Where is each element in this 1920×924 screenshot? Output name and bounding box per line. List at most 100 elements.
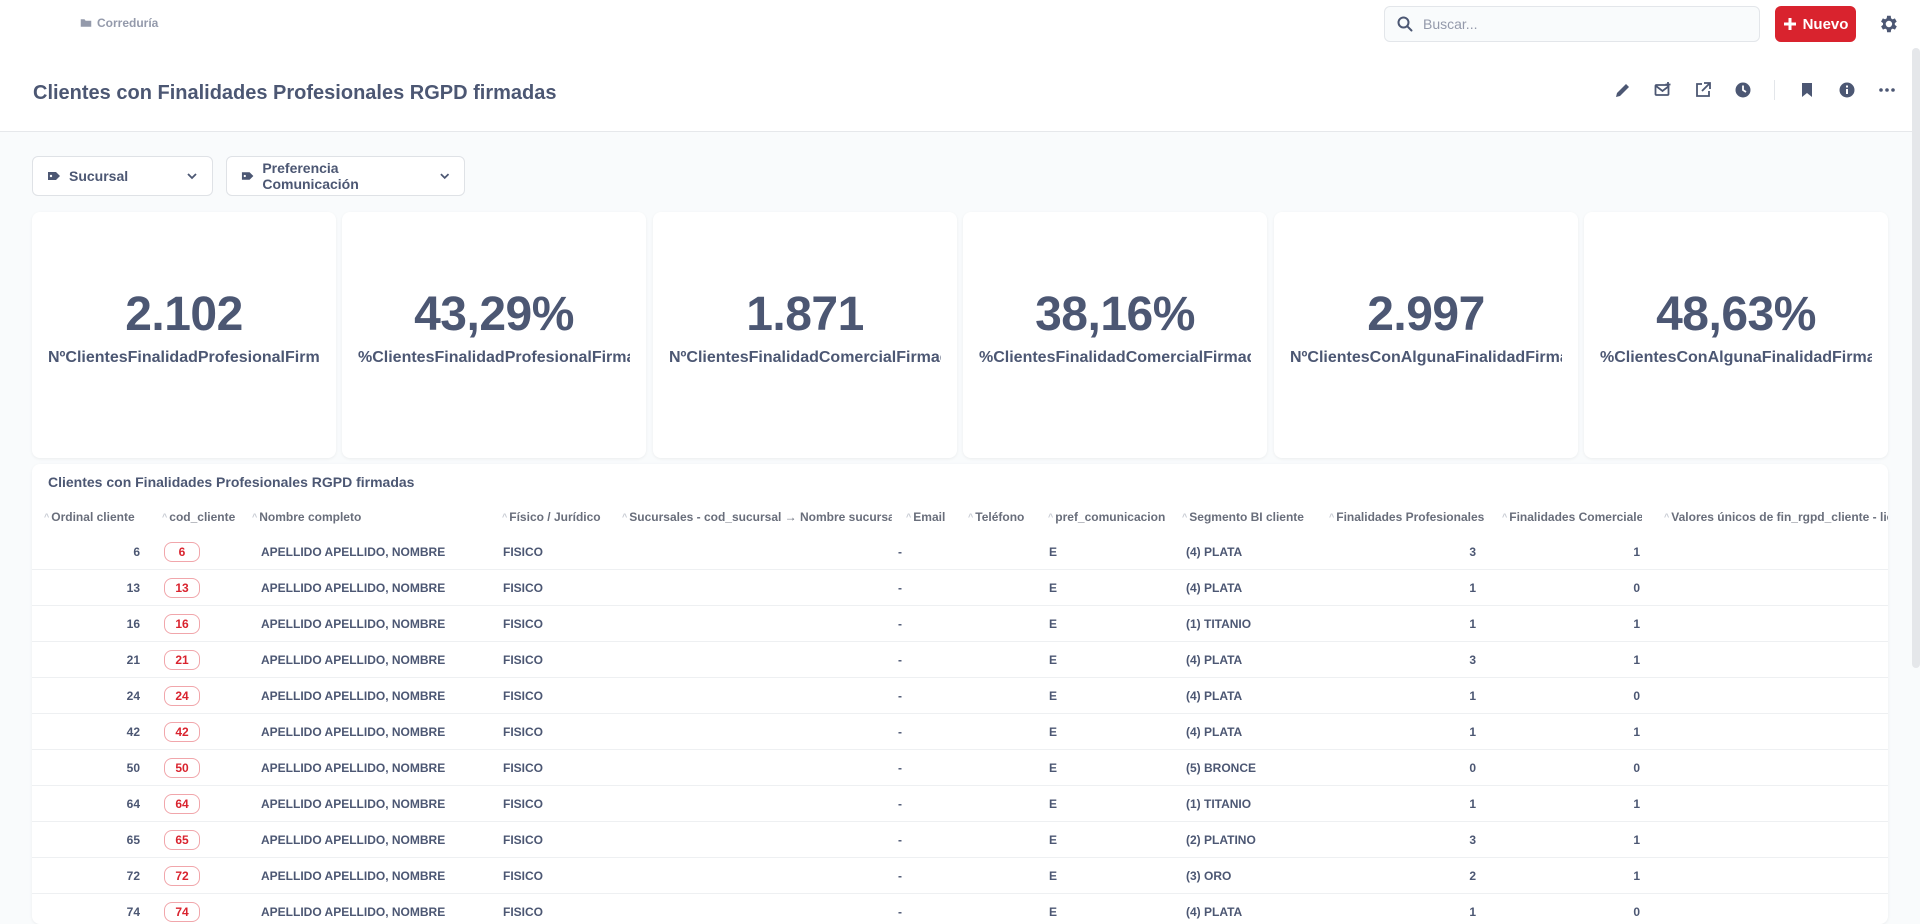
cod-cliente-link[interactable]: 6 xyxy=(164,542,200,562)
pencil-icon xyxy=(1616,84,1629,97)
cod-cliente-link[interactable]: 21 xyxy=(164,650,200,670)
metric-card[interactable]: 38,16% %ClientesFinalidadComercialFirmad… xyxy=(963,212,1267,458)
filter-sucursal[interactable]: Sucursal xyxy=(32,156,213,196)
cell-ordinal: 65 xyxy=(126,833,140,847)
column-header[interactable]: ^ Segmento BI cliente xyxy=(1182,510,1304,524)
table-row[interactable]: 74 74 APELLIDO APELLIDO, NOMBRE FISICO - E (4)… xyxy=(32,894,1888,924)
column-header[interactable]: ^ Sucursales - cod_sucursal → Nombre sucu… xyxy=(622,510,892,524)
cod-cliente-link[interactable]: 24 xyxy=(164,686,200,706)
cell-ordinal: 21 xyxy=(126,653,140,667)
column-header-label: Ordinal cliente xyxy=(51,510,135,524)
cell-email: - xyxy=(898,653,902,667)
cell-finalidades-profesionales: 1 xyxy=(1469,905,1476,919)
column-header[interactable]: ^ Físico / Jurídico xyxy=(502,510,601,524)
cell-finalidades-comerciales: 1 xyxy=(1633,653,1640,667)
cell-finalidades-comerciales: 1 xyxy=(1633,797,1640,811)
page-scrollbar[interactable] xyxy=(1912,48,1920,668)
cell-email: - xyxy=(898,905,902,919)
metric-card[interactable]: 43,29% %ClientesFinalidadProfesionalFirm… xyxy=(342,212,646,458)
cell-pref: E xyxy=(1049,905,1058,919)
search-input[interactable] xyxy=(1423,16,1743,32)
column-header[interactable]: ^ cod_cliente xyxy=(162,510,235,524)
cell-tipo: FISICO xyxy=(503,617,544,631)
metric-label[interactable]: NºClientesConAlgunaFinalidadFirmada xyxy=(1290,349,1562,366)
table-row[interactable]: 16 16 APELLIDO APELLIDO, NOMBRE FISICO - E (1)… xyxy=(32,606,1888,642)
cod-cliente-link[interactable]: 42 xyxy=(164,722,200,742)
cell-finalidades-comerciales: 0 xyxy=(1633,689,1640,703)
column-header[interactable]: ^ Ordinal cliente xyxy=(44,510,135,524)
column-header[interactable]: ^ Teléfono xyxy=(968,510,1024,524)
cell-ordinal: 50 xyxy=(126,761,140,775)
subscribe-button[interactable] xyxy=(1652,79,1674,101)
more-icon xyxy=(1879,88,1895,92)
cell-segmento: (4) PLATA xyxy=(1186,653,1243,667)
cell-segmento: (1) TITANIO xyxy=(1186,797,1252,811)
column-header-label: Segmento BI cliente xyxy=(1189,510,1304,524)
metric-card[interactable]: 2.102 NºClientesFinalidadProfesionalFirm… xyxy=(32,212,336,458)
cod-cliente-link[interactable]: 74 xyxy=(164,902,200,922)
cell-nombre: APELLIDO APELLIDO, NOMBRE xyxy=(261,869,446,883)
metric-label[interactable]: NºClientesFinalidadComercialFirmada xyxy=(669,349,941,366)
search-box[interactable] xyxy=(1384,6,1760,42)
cell-nombre: APELLIDO APELLIDO, NOMBRE xyxy=(261,833,446,847)
cell-ordinal: 16 xyxy=(126,617,140,631)
sort-icon: ^ xyxy=(502,512,508,522)
cell-ordinal: 42 xyxy=(126,725,140,739)
table-row[interactable]: 64 64 APELLIDO APELLIDO, NOMBRE FISICO - E (1)… xyxy=(32,786,1888,822)
metric-card[interactable]: 2.997 NºClientesConAlgunaFinalidadFirmad… xyxy=(1274,212,1578,458)
cell-tipo: FISICO xyxy=(503,725,544,739)
metric-label[interactable]: %ClientesConAlgunaFinalidadFirmada xyxy=(1600,349,1872,366)
table-row[interactable]: 42 42 APELLIDO APELLIDO, NOMBRE FISICO - E (4)… xyxy=(32,714,1888,750)
info-button[interactable] xyxy=(1836,79,1858,101)
more-button[interactable] xyxy=(1876,79,1898,101)
cell-finalidades-profesionales: 1 xyxy=(1469,689,1476,703)
gear-icon[interactable] xyxy=(1877,13,1899,35)
table-row[interactable]: 72 72 APELLIDO APELLIDO, NOMBRE FISICO - E (3)… xyxy=(32,858,1888,894)
edit-button[interactable] xyxy=(1612,79,1634,101)
column-header[interactable]: ^ Email xyxy=(906,510,945,524)
table-row[interactable]: 65 65 APELLIDO APELLIDO, NOMBRE FISICO - E (2)… xyxy=(32,822,1888,858)
table-row[interactable]: 21 21 APELLIDO APELLIDO, NOMBRE FISICO - E (4)… xyxy=(32,642,1888,678)
sort-icon: ^ xyxy=(622,512,628,522)
cell-ordinal: 24 xyxy=(126,689,140,703)
column-header[interactable]: ^ Nombre completo xyxy=(252,510,361,524)
table-row[interactable]: 50 50 APELLIDO APELLIDO, NOMBRE FISICO - E (5)… xyxy=(32,750,1888,786)
cell-nombre: APELLIDO APELLIDO, NOMBRE xyxy=(261,617,446,631)
cell-segmento: (4) PLATA xyxy=(1186,689,1243,703)
history-button[interactable] xyxy=(1732,79,1754,101)
share-button[interactable] xyxy=(1692,79,1714,101)
sort-icon: ^ xyxy=(1502,512,1508,522)
breadcrumb-label[interactable]: Correduría xyxy=(97,16,159,30)
cod-cliente-link[interactable]: 16 xyxy=(164,614,200,634)
cell-segmento: (3) ORO xyxy=(1186,869,1232,883)
metric-label[interactable]: %ClientesFinalidadProfesionalFirmada xyxy=(358,349,630,366)
cell-tipo: FISICO xyxy=(503,761,544,775)
column-header[interactable]: ^ Valores únicos de fin_rgpd_cliente - li… xyxy=(1664,510,1888,524)
column-header[interactable]: ^ Finalidades Comerciales xyxy=(1502,510,1642,524)
cod-cliente-link[interactable]: 50 xyxy=(164,758,200,778)
column-header-label: cod_cliente xyxy=(169,510,236,524)
sort-icon: ^ xyxy=(44,512,50,522)
table-row[interactable]: 24 24 APELLIDO APELLIDO, NOMBRE FISICO - E (4)… xyxy=(32,678,1888,714)
metric-label[interactable]: %ClientesFinalidadComercialFirmada xyxy=(979,349,1251,366)
cod-cliente-link[interactable]: 65 xyxy=(164,830,200,850)
breadcrumb[interactable]: Correduría xyxy=(80,16,158,30)
cod-cliente-link[interactable]: 13 xyxy=(164,578,200,598)
new-button[interactable]: Nuevo xyxy=(1775,6,1856,42)
clients-table-card: Clientes con Finalidades Profesionales R… xyxy=(32,464,1888,924)
cod-cliente-link[interactable]: 64 xyxy=(164,794,200,814)
table-row[interactable]: 6 6 APELLIDO APELLIDO, NOMBRE FISICO - E (4) P… xyxy=(32,534,1888,570)
cell-tipo: FISICO xyxy=(503,869,544,883)
column-header[interactable]: ^ Finalidades Profesionales xyxy=(1329,510,1484,524)
table-title[interactable]: Clientes con Finalidades Profesionales R… xyxy=(48,474,415,490)
bookmark-button[interactable] xyxy=(1796,79,1818,101)
cell-pref: E xyxy=(1049,617,1058,631)
cod-cliente-link[interactable]: 72 xyxy=(164,866,200,886)
mail-icon xyxy=(1654,82,1671,96)
column-header[interactable]: ^ pref_comunicacion xyxy=(1048,510,1165,524)
metric-card[interactable]: 48,63% %ClientesConAlgunaFinalidadFirmad… xyxy=(1584,212,1888,458)
filter-preferencia[interactable]: Preferencia Comunicación xyxy=(226,156,465,196)
metric-card[interactable]: 1.871 NºClientesFinalidadComercialFirmad… xyxy=(653,212,957,458)
metric-label[interactable]: NºClientesFinalidadProfesionalFirmada xyxy=(48,349,320,366)
table-row[interactable]: 13 13 APELLIDO APELLIDO, NOMBRE FISICO - E (4)… xyxy=(32,570,1888,606)
